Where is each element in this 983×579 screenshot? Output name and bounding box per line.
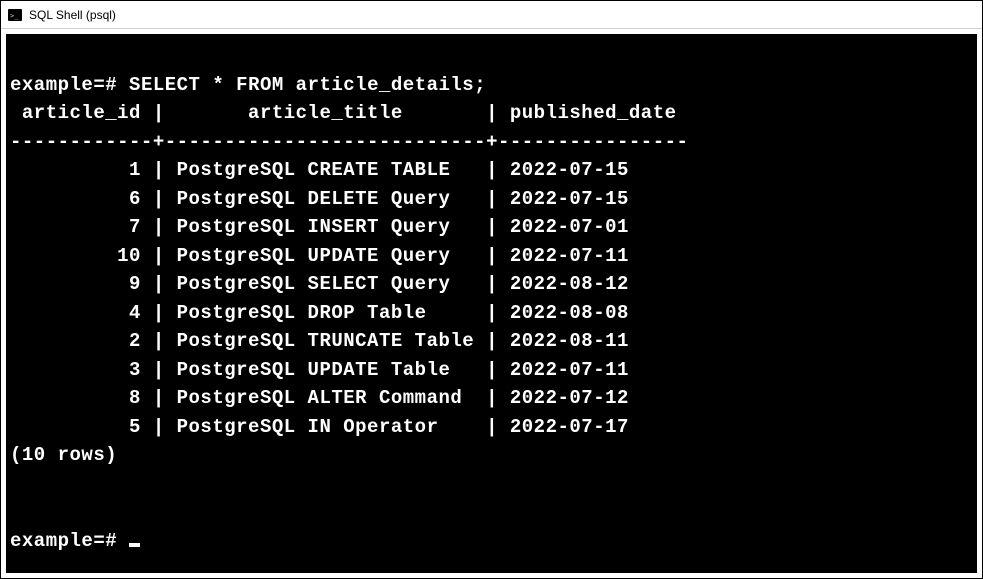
sql-command: SELECT * FROM article_details; (129, 74, 486, 96)
window-frame: >_ SQL Shell (psql) example=# SELECT * F… (1, 1, 982, 578)
prompt-line: example=# SELECT * FROM article_details; (10, 74, 486, 96)
terminal-output[interactable]: example=# SELECT * FROM article_details;… (6, 34, 977, 573)
row-count: (10 rows) (10, 444, 117, 466)
table-header-line: article_id | article_title | published_d… (10, 102, 677, 124)
prompt-db: example (10, 74, 93, 96)
table-separator-line: ------------+---------------------------… (10, 131, 688, 153)
cursor (129, 543, 140, 547)
prompt-waiting: example=# (10, 530, 129, 552)
window-title: SQL Shell (psql) (29, 8, 116, 22)
terminal-icon: >_ (7, 7, 23, 23)
titlebar[interactable]: >_ SQL Shell (psql) (1, 1, 982, 29)
svg-text:>_: >_ (10, 12, 19, 20)
table-rows-block: 1 | PostgreSQL CREATE TABLE | 2022-07-15… (10, 159, 629, 438)
prompt-symbol: =# (93, 74, 117, 96)
terminal-frame: example=# SELECT * FROM article_details;… (1, 29, 982, 578)
